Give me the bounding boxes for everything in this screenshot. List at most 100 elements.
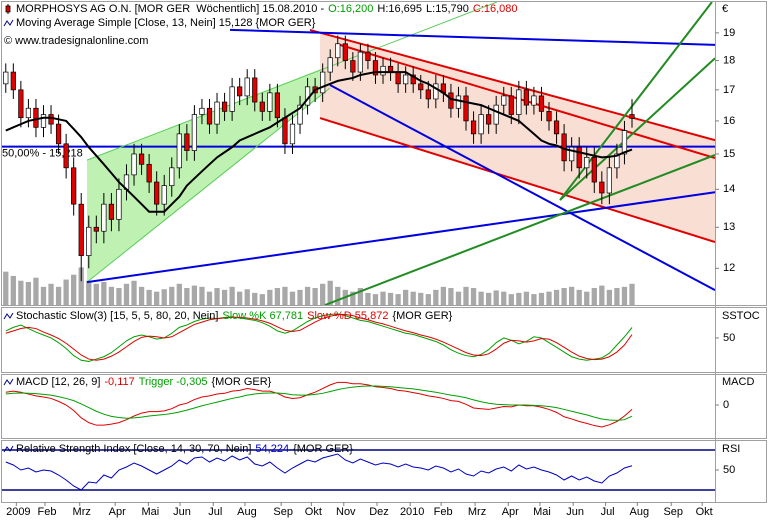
legend-suffix: {MOR GER} (211, 376, 271, 388)
x-tick-label: Aug (237, 506, 257, 518)
candle-body (320, 71, 326, 94)
volume-bar (629, 283, 635, 305)
volume-bar (508, 294, 514, 305)
candle-body (599, 181, 605, 194)
volume-bar (123, 283, 130, 305)
copyright: © www.tradesignalonline.com (4, 35, 148, 47)
ohlc-label: C:16,080 (473, 3, 518, 15)
candle-body (289, 123, 296, 145)
x-tick-label: Mai (142, 506, 160, 518)
volume-bar (25, 281, 32, 305)
volume-bar (380, 291, 386, 305)
candle-body (455, 95, 462, 109)
candle-body (108, 203, 115, 220)
volume-bar (10, 275, 16, 305)
trend-line (559, 57, 715, 201)
legend-entry: -0,117 (104, 376, 134, 388)
x-tick-label: Sep (273, 506, 293, 518)
x-tick-label: Feb (434, 506, 453, 518)
y-tick-label: 50 (723, 332, 735, 344)
series-line (5, 381, 633, 428)
series-line (5, 385, 633, 421)
candle-body (508, 95, 514, 115)
candle-body (101, 203, 107, 232)
x-tick-label: Jul (208, 506, 222, 518)
y-tick-label: 19 (723, 27, 735, 39)
x-tick-label: 2009 (6, 506, 30, 518)
volume-bar (591, 288, 597, 305)
x-tick-label: Feb (38, 506, 57, 518)
candle-body (63, 143, 69, 169)
volume-bar (48, 283, 54, 305)
candle-body (282, 117, 288, 145)
candle-body (93, 226, 99, 232)
volume-bar (154, 291, 160, 305)
volume-bar (584, 291, 590, 305)
candle-body (40, 114, 47, 128)
panel-title: Stochastic Slow(3) [15, 5, 5, 80, 20, Ne… (16, 310, 453, 322)
volume-bar (297, 289, 303, 305)
candle-body (433, 83, 439, 100)
candle-body (395, 71, 401, 85)
candle-body (176, 133, 182, 169)
legend-suffix: {MOR GER} (293, 443, 353, 455)
candle-body (538, 95, 545, 112)
candle-body (546, 111, 552, 122)
candle-body (606, 167, 612, 194)
volume-bar (108, 286, 115, 305)
volume-bar (470, 288, 477, 305)
candle-body (410, 74, 416, 85)
volume-bar (357, 288, 364, 305)
trend-line (319, 117, 715, 244)
macd-icon (3, 378, 14, 386)
volume-bar (33, 277, 39, 305)
y-tick-label: 50 (723, 464, 735, 476)
retracement-label: 50,00% - 15,218 (2, 147, 83, 159)
volume-bar (410, 291, 416, 305)
volume-bar (372, 294, 379, 305)
panel-title: Relative Strength Index [Close, 14, 30, … (16, 443, 353, 455)
candle-body (244, 77, 250, 97)
title-text: Stochastic Slow(3) [15, 5, 5, 80, 20, Ne… (16, 310, 218, 322)
candle-body (335, 43, 341, 59)
candle-body (259, 101, 265, 112)
candle-body (10, 71, 16, 91)
candle-icon (5, 4, 11, 14)
candle-body (614, 153, 620, 169)
candle-body (418, 83, 424, 91)
candle-body (569, 146, 575, 162)
volume-bar (569, 286, 575, 305)
title-text: MACD [12, 26, 9] (16, 376, 100, 388)
volume-bar (206, 291, 213, 305)
candle-body (365, 51, 371, 61)
volume-bar (138, 286, 145, 305)
volume-bar (606, 289, 613, 305)
volume-bar (304, 286, 311, 305)
x-tick-label: Jun (566, 506, 584, 518)
trend-line (329, 84, 715, 291)
volume-bar (18, 280, 24, 305)
series-line (5, 71, 633, 213)
series-line (5, 313, 633, 361)
volume-bar (199, 286, 205, 305)
candle-body (531, 95, 537, 106)
trend-line (86, 87, 331, 283)
channel (87, 65, 330, 283)
volume-bar (312, 288, 318, 305)
x-tick-label: Dez (369, 506, 389, 518)
volume-bar (448, 288, 454, 305)
y-tick-label: 13 (723, 221, 735, 233)
candle-body (146, 163, 152, 183)
volume-bar (418, 292, 424, 305)
volume-bar (289, 291, 296, 305)
volume-bar (161, 289, 167, 305)
candle-body (463, 95, 469, 122)
candle-body (138, 153, 145, 165)
axis-label: SSTOC (722, 310, 760, 322)
candle-body (18, 89, 24, 119)
x-tick-label: Apr (109, 506, 126, 518)
panel-title: MACD [12, 26, 9] -0,117 Trigger -0,305 {MOR… (16, 376, 272, 388)
candle-body (206, 107, 213, 125)
volume-bar (259, 294, 265, 305)
